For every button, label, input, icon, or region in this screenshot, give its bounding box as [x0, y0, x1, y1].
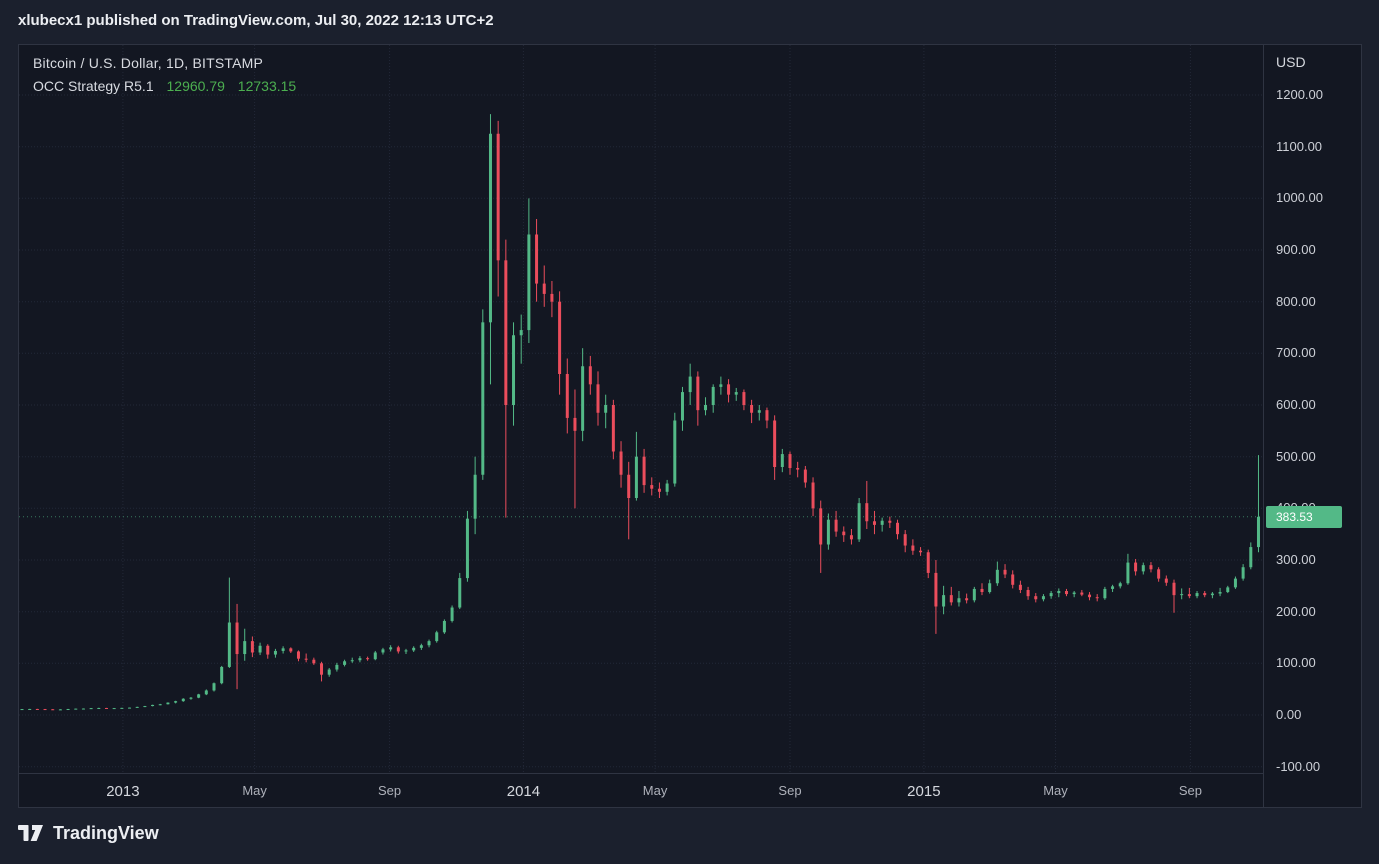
- price-tick-label: 100.00: [1276, 655, 1316, 671]
- last-price-label: 383.53: [1266, 505, 1342, 528]
- time-tick-label: 2015: [907, 783, 941, 800]
- price-tick-label: 500.00: [1276, 448, 1316, 464]
- price-tick-label: 200.00: [1276, 603, 1316, 619]
- tradingview-brand[interactable]: TradingView: [53, 822, 159, 843]
- price-tick-label: -100.00: [1276, 758, 1321, 774]
- time-tick-label: Sep: [377, 783, 402, 798]
- price-tick-label: 300.00: [1276, 552, 1316, 567]
- publish-text: xlubecx1 published on TradingView.com, J…: [18, 12, 494, 29]
- time-tick-label: May: [242, 783, 267, 798]
- strategy-legend[interactable]: OCC Strategy R5.1 12960.79 12733.15: [33, 78, 296, 94]
- time-tick-label: Sep: [1178, 783, 1202, 798]
- time-tick-label: May: [1043, 783, 1068, 798]
- tradingview-logo-icon[interactable]: [18, 822, 44, 844]
- price-tick-label: 600.00: [1276, 397, 1316, 412]
- time-tick-label: May: [642, 783, 668, 798]
- price-tick-label: 1000.00: [1276, 190, 1323, 206]
- price-tick-label: 800.00: [1276, 293, 1316, 309]
- price-axis[interactable]: USD 383.53 1200.00 1100.00 1000.00 900.00 80…: [1263, 45, 1361, 807]
- chart-panel: Bitcoin / U.S. Dollar, 1D, BITSTAMP OCC …: [18, 44, 1362, 808]
- price-tick-label: 900.00: [1276, 242, 1316, 257]
- candlestick-chart[interactable]: [19, 45, 1263, 773]
- price-tick-label: 1200.00: [1276, 87, 1323, 102]
- strategy-value-1: 12960.79: [166, 78, 225, 94]
- price-tick-label: 0.00: [1276, 707, 1302, 722]
- time-tick-label: 2013: [106, 783, 140, 800]
- tradingview-footer: TradingView: [18, 818, 159, 848]
- symbol-title[interactable]: Bitcoin / U.S. Dollar, 1D, BITSTAMP: [33, 55, 264, 71]
- strategy-name: OCC Strategy R5.1: [33, 78, 154, 94]
- currency-label: USD: [1276, 54, 1306, 70]
- chart-legend: Bitcoin / U.S. Dollar, 1D, BITSTAMP OCC …: [33, 55, 296, 94]
- time-tick-label: 2014: [506, 783, 541, 800]
- strategy-value-2: 12733.15: [237, 78, 297, 94]
- price-tick-label: 700.00: [1276, 345, 1316, 361]
- price-tick-label: 1100.00: [1276, 138, 1323, 154]
- time-tick-label: Sep: [778, 783, 802, 798]
- publish-bar: xlubecx1 published on TradingView.com, J…: [0, 0, 1379, 40]
- time-axis[interactable]: 2013 May Sep 2014 May Sep 2015 May Sep: [19, 773, 1263, 807]
